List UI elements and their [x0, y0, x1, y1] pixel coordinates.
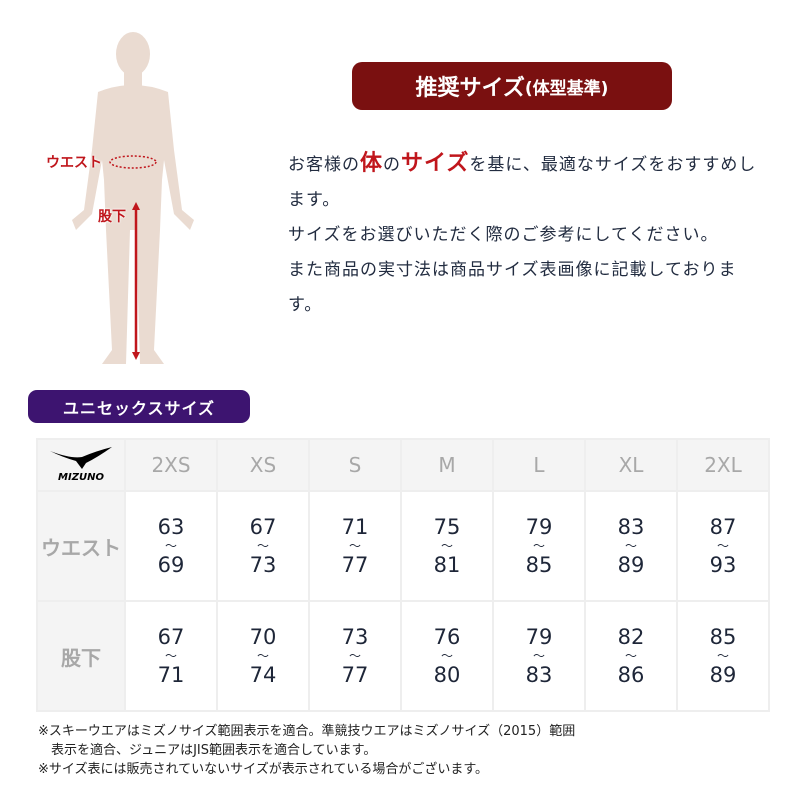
- range-mark: ～: [716, 649, 729, 663]
- highlight-body: 体: [360, 151, 384, 176]
- range-max: 83: [525, 663, 553, 687]
- range-min: 83: [617, 515, 645, 539]
- range-max: 86: [617, 663, 645, 687]
- intro-text: お客様の体のサイズを基に、最適なサイズをおすすめします。 サイズをお選びいただく…: [288, 146, 768, 323]
- table-row: 股下 67 ～ 71 70 ～ 74 73 ～ 77 76 ～ 80 79 ～ 83 82 ～ 86 85 ～ 89: [36, 600, 770, 712]
- size-table: MIZUNO 2XS XS S M L XL 2XL ウエスト 63 ～ 69 67 ～ 73 71 ～ 77…: [36, 438, 770, 712]
- range-mark: ～: [440, 539, 453, 553]
- header-row: MIZUNO 2XS XS S M L XL 2XL: [36, 438, 770, 492]
- size-range-cell: 67 ～ 71: [124, 600, 218, 712]
- range-max: 74: [249, 663, 277, 687]
- size-range-cell: 67 ～ 73: [216, 490, 310, 602]
- svg-text:MIZUNO: MIZUNO: [58, 472, 104, 483]
- size-range-cell: 75 ～ 81: [400, 490, 494, 602]
- range-min: 82: [617, 625, 645, 649]
- range-min: 79: [525, 515, 553, 539]
- size-range-cell: 76 ～ 80: [400, 600, 494, 712]
- size-header-2XS: 2XS: [124, 438, 218, 492]
- range-max: 93: [709, 553, 737, 577]
- range-mark: ～: [348, 649, 361, 663]
- size-header-2XL: 2XL: [676, 438, 770, 492]
- range-mark: ～: [440, 649, 453, 663]
- title-main: 推奨サイズ: [415, 76, 525, 101]
- body-figure: ウエスト 股下: [40, 30, 220, 374]
- range-max: 69: [157, 553, 185, 577]
- row-label: ウエスト: [36, 490, 126, 602]
- range-min: 87: [709, 515, 737, 539]
- range-mark: ～: [164, 649, 177, 663]
- range-mark: ～: [348, 539, 361, 553]
- mizuno-logo: MIZUNO: [36, 438, 126, 492]
- highlight-size: サイズ: [401, 151, 470, 176]
- row-label: 股下: [36, 600, 126, 712]
- title-sub: (体型基準): [524, 78, 609, 99]
- range-max: 81: [433, 553, 461, 577]
- range-max: 71: [157, 663, 185, 687]
- note-1-cont: 表示を適合、ジュニアはJIS範囲表示を適合しています。: [38, 743, 377, 758]
- range-mark: ～: [532, 649, 545, 663]
- range-max: 77: [341, 553, 369, 577]
- note-2: ※サイズ表には販売されていないサイズが表示されている場合がございます。: [38, 762, 489, 777]
- size-range-cell: 73 ～ 77: [308, 600, 402, 712]
- mizuno-runbird-icon: MIZUNO: [50, 446, 112, 483]
- size-header-L: L: [492, 438, 586, 492]
- size-range-cell: 79 ～ 83: [492, 600, 586, 712]
- size-range-cell: 87 ～ 93: [676, 490, 770, 602]
- notes: ※スキーウエアはミズノサイズ範囲表示を適合。準競技ウエアはミズノサイズ（2015…: [38, 722, 575, 779]
- size-range-cell: 79 ～ 85: [492, 490, 586, 602]
- size-header-S: S: [308, 438, 402, 492]
- range-min: 85: [709, 625, 737, 649]
- intro-text-1: お客様の: [288, 155, 360, 175]
- intro-text-5: また商品の実寸法は商品サイズ表画像に記載しております。: [288, 260, 737, 315]
- waist-label: ウエスト: [46, 155, 102, 171]
- unisex-size-label: ユニセックスサイズ: [28, 390, 250, 423]
- size-range-cell: 83 ～ 89: [584, 490, 678, 602]
- range-mark: ～: [624, 649, 637, 663]
- range-min: 67: [157, 625, 185, 649]
- range-min: 67: [249, 515, 277, 539]
- size-range-cell: 82 ～ 86: [584, 600, 678, 712]
- size-range-cell: 63 ～ 69: [124, 490, 218, 602]
- size-header-XS: XS: [216, 438, 310, 492]
- range-min: 63: [157, 515, 185, 539]
- range-mark: ～: [624, 539, 637, 553]
- range-mark: ～: [164, 539, 177, 553]
- intro-text-4: サイズをお選びいただく際のご参考にしてください。: [288, 225, 719, 245]
- range-mark: ～: [532, 539, 545, 553]
- table-row: ウエスト 63 ～ 69 67 ～ 73 71 ～ 77 75 ～ 81 79 ～ 85 83 ～ 89 87 ～ 93: [36, 490, 770, 602]
- intro-text-3: を基に、最適なサイズをおすすめします。: [288, 155, 757, 210]
- range-min: 79: [525, 625, 553, 649]
- size-range-cell: 71 ～ 77: [308, 490, 402, 602]
- size-range-cell: 70 ～ 74: [216, 600, 310, 712]
- size-header-M: M: [400, 438, 494, 492]
- range-min: 73: [341, 625, 369, 649]
- range-max: 77: [341, 663, 369, 687]
- range-max: 89: [709, 663, 737, 687]
- range-max: 80: [433, 663, 461, 687]
- range-min: 71: [341, 515, 369, 539]
- range-max: 85: [525, 553, 553, 577]
- range-max: 73: [249, 553, 277, 577]
- size-header-XL: XL: [584, 438, 678, 492]
- recommended-size-title: 推奨サイズ (体型基準): [352, 62, 672, 110]
- range-min: 75: [433, 515, 461, 539]
- range-min: 70: [249, 625, 277, 649]
- range-min: 76: [433, 625, 461, 649]
- range-mark: ～: [256, 649, 269, 663]
- human-silhouette-icon: [72, 32, 194, 364]
- range-mark: ～: [716, 539, 729, 553]
- intro-text-2: の: [383, 155, 402, 175]
- size-range-cell: 85 ～ 89: [676, 600, 770, 712]
- note-1: ※スキーウエアはミズノサイズ範囲表示を適合。準競技ウエアはミズノサイズ（2015…: [38, 724, 576, 739]
- inseam-label: 股下: [98, 209, 126, 225]
- range-mark: ～: [256, 539, 269, 553]
- range-max: 89: [617, 553, 645, 577]
